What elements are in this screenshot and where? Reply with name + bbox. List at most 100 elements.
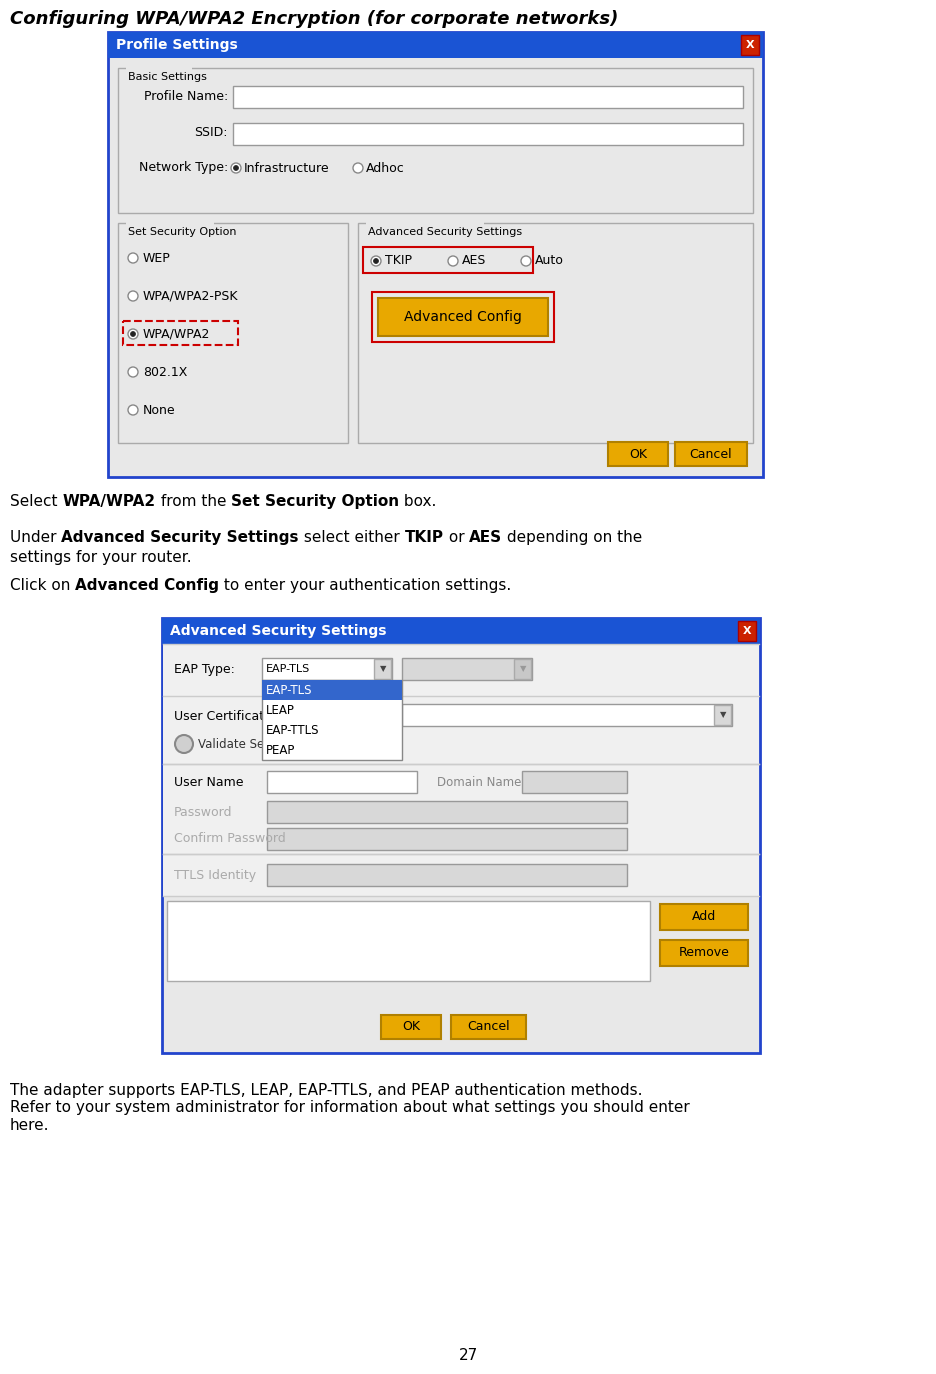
Bar — [267, 829, 627, 851]
Text: select either: select either — [299, 530, 404, 545]
Bar — [363, 247, 533, 273]
Text: LEAP: LEAP — [266, 703, 295, 716]
Bar — [451, 1015, 526, 1039]
Bar — [738, 621, 756, 642]
Bar — [741, 34, 759, 55]
Text: WPA/WPA2: WPA/WPA2 — [63, 495, 155, 508]
Circle shape — [128, 291, 138, 301]
Circle shape — [130, 331, 136, 337]
Text: Under: Under — [10, 530, 62, 545]
Circle shape — [128, 328, 138, 339]
Text: User Name: User Name — [174, 775, 243, 789]
Bar — [262, 658, 392, 680]
Text: WPA/WPA2: WPA/WPA2 — [143, 327, 211, 341]
Text: PEAP: PEAP — [266, 743, 296, 757]
Text: Cancel: Cancel — [690, 448, 732, 460]
Text: Profile Settings: Profile Settings — [116, 38, 238, 52]
Text: Advanced Config: Advanced Config — [404, 311, 522, 324]
Bar — [162, 618, 760, 644]
Text: User Certificate: User Certificate — [174, 709, 271, 723]
Text: Confirm Password: Confirm Password — [174, 833, 285, 845]
Text: The adapter supports EAP-TLS, LEAP, EAP-TTLS, and PEAP authentication methods.
R: The adapter supports EAP-TLS, LEAP, EAP-… — [10, 1083, 690, 1132]
Text: Adhoc: Adhoc — [366, 162, 404, 174]
Text: settings for your router.: settings for your router. — [10, 550, 192, 565]
Bar — [522, 771, 627, 793]
Bar — [366, 223, 485, 232]
Bar — [126, 67, 192, 77]
Text: ▼: ▼ — [380, 665, 387, 673]
Circle shape — [521, 256, 531, 267]
Text: Network Type:: Network Type: — [139, 162, 228, 174]
Bar — [123, 322, 238, 345]
Text: Advanced Security Settings: Advanced Security Settings — [368, 227, 522, 236]
Text: WPA/WPA2-PSK: WPA/WPA2-PSK — [143, 290, 239, 302]
Text: Click on: Click on — [10, 578, 75, 594]
Bar — [108, 32, 763, 477]
Text: Configuring WPA/WPA2 Encryption (for corporate networks): Configuring WPA/WPA2 Encryption (for cor… — [10, 10, 619, 27]
Bar — [262, 680, 402, 699]
Bar — [608, 442, 668, 466]
Text: Remove: Remove — [679, 947, 729, 959]
Bar — [372, 293, 554, 342]
Bar — [267, 801, 627, 823]
Bar — [108, 32, 763, 58]
Text: EAP Type:: EAP Type: — [174, 664, 235, 676]
Circle shape — [373, 258, 378, 264]
Text: None: None — [143, 404, 176, 416]
Bar — [163, 855, 759, 896]
Text: EAP-TLS: EAP-TLS — [266, 683, 313, 697]
Bar — [660, 940, 748, 966]
Bar — [162, 618, 760, 1052]
Text: EAP-TLS: EAP-TLS — [266, 664, 310, 675]
Bar — [163, 764, 759, 855]
Circle shape — [128, 253, 138, 262]
Circle shape — [233, 165, 239, 170]
Bar — [163, 644, 759, 697]
Text: or: or — [444, 530, 469, 545]
Circle shape — [128, 405, 138, 415]
Text: 802.1X: 802.1X — [143, 365, 187, 378]
Text: Password: Password — [174, 805, 232, 819]
Text: Advanced Security Settings: Advanced Security Settings — [62, 530, 299, 545]
Bar — [660, 904, 748, 930]
Text: X: X — [742, 627, 752, 636]
Text: TKIP: TKIP — [385, 254, 412, 268]
Bar — [167, 901, 650, 981]
Bar — [267, 864, 627, 886]
Bar — [381, 1015, 441, 1039]
Text: 27: 27 — [459, 1348, 477, 1363]
Text: depending on the: depending on the — [502, 530, 642, 545]
Text: box.: box. — [399, 495, 436, 508]
Bar — [233, 124, 743, 146]
Bar — [675, 442, 747, 466]
Bar — [514, 660, 531, 679]
Bar — [126, 223, 213, 232]
Text: Cancel: Cancel — [467, 1021, 510, 1033]
Text: Profile Name:: Profile Name: — [144, 89, 228, 103]
Text: EAP-TTLS: EAP-TTLS — [266, 724, 319, 736]
Text: ▼: ▼ — [519, 665, 526, 673]
Circle shape — [175, 735, 193, 753]
Text: Set Security Option: Set Security Option — [128, 227, 237, 236]
Text: from the: from the — [155, 495, 231, 508]
Circle shape — [353, 164, 363, 173]
Bar — [267, 771, 417, 793]
Text: X: X — [746, 40, 754, 49]
Circle shape — [231, 164, 241, 173]
Bar — [714, 705, 731, 725]
Text: Validate Server Cert: Validate Server Cert — [198, 738, 317, 750]
Text: Set Security Option: Set Security Option — [231, 495, 399, 508]
Text: Basic Settings: Basic Settings — [128, 71, 207, 82]
Text: Advanced Security Settings: Advanced Security Settings — [170, 624, 387, 638]
Circle shape — [448, 256, 458, 267]
Bar — [402, 658, 532, 680]
Bar — [118, 67, 753, 213]
Text: Infrastructure: Infrastructure — [244, 162, 329, 174]
Text: OK: OK — [629, 448, 647, 460]
Text: TTLS Identity: TTLS Identity — [174, 868, 256, 882]
Text: ▼: ▼ — [720, 710, 726, 720]
Bar — [358, 223, 753, 442]
Bar — [262, 680, 402, 760]
Text: Domain Name: Domain Name — [437, 775, 521, 789]
Bar — [233, 87, 743, 109]
